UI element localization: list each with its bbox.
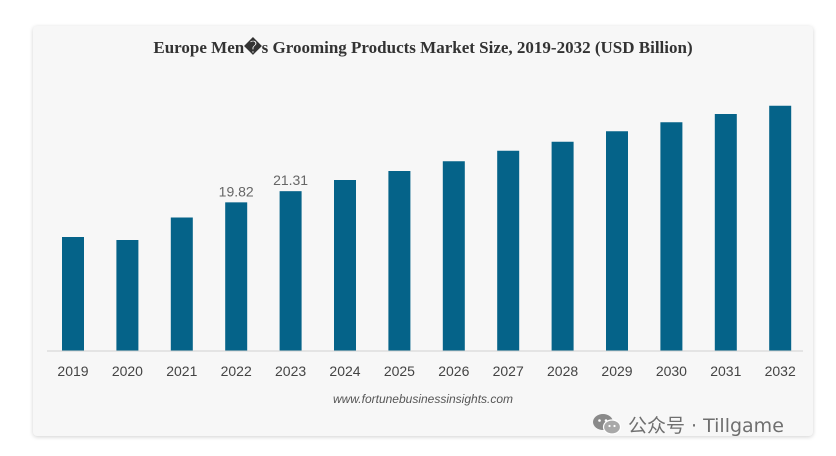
data-label-2022: 19.82 [219,183,254,199]
watermark-text: 公众号 · Tillgame [628,414,784,437]
bar-2028 [551,141,574,351]
bar-2027 [497,150,520,351]
bar-2023 [279,191,302,351]
chart-card: Europe Men�s Grooming Products Market Si… [33,26,813,436]
bar-2024 [334,180,356,351]
x-tick-label-2021: 2021 [166,363,197,379]
x-tick-label-2023: 2023 [275,363,306,379]
watermark: 公众号 · Tillgame [592,412,784,437]
x-tick-label-2020: 2020 [112,363,143,379]
bar-2031 [714,114,737,351]
chart-title: Europe Men�s Grooming Products Market Si… [153,38,693,57]
x-tick-label-2026: 2026 [438,363,469,379]
x-tick-label-2022: 2022 [221,363,252,379]
x-tick-label-2024: 2024 [329,363,360,379]
bar-2026 [442,161,465,351]
x-tick-label-2029: 2029 [601,363,632,379]
x-tick-label-2031: 2031 [710,363,741,379]
bar-2021 [170,217,193,351]
x-tick-label-2030: 2030 [656,363,687,379]
x-tick-label-2019: 2019 [57,363,88,379]
data-label-2023: 21.31 [273,172,308,188]
bar-2022 [225,202,248,351]
bar-2030 [660,122,683,351]
bar-chart: 19.82 21.31 2019 2020 2021 2022 2023 2024 2025 2… [47,105,803,379]
source-note: www.fortunebusinessinsights.com [332,392,514,406]
bar-2032 [769,105,792,351]
wechat-icon [593,414,622,435]
bar-2029 [606,131,628,351]
bar-2019 [62,237,84,351]
x-tick-label-2027: 2027 [493,363,524,379]
bar-2025 [388,171,411,351]
bar-2020 [116,240,139,351]
x-tick-label-2032: 2032 [765,363,796,379]
x-tick-label-2025: 2025 [384,363,415,379]
x-tick-label-2028: 2028 [547,363,578,379]
